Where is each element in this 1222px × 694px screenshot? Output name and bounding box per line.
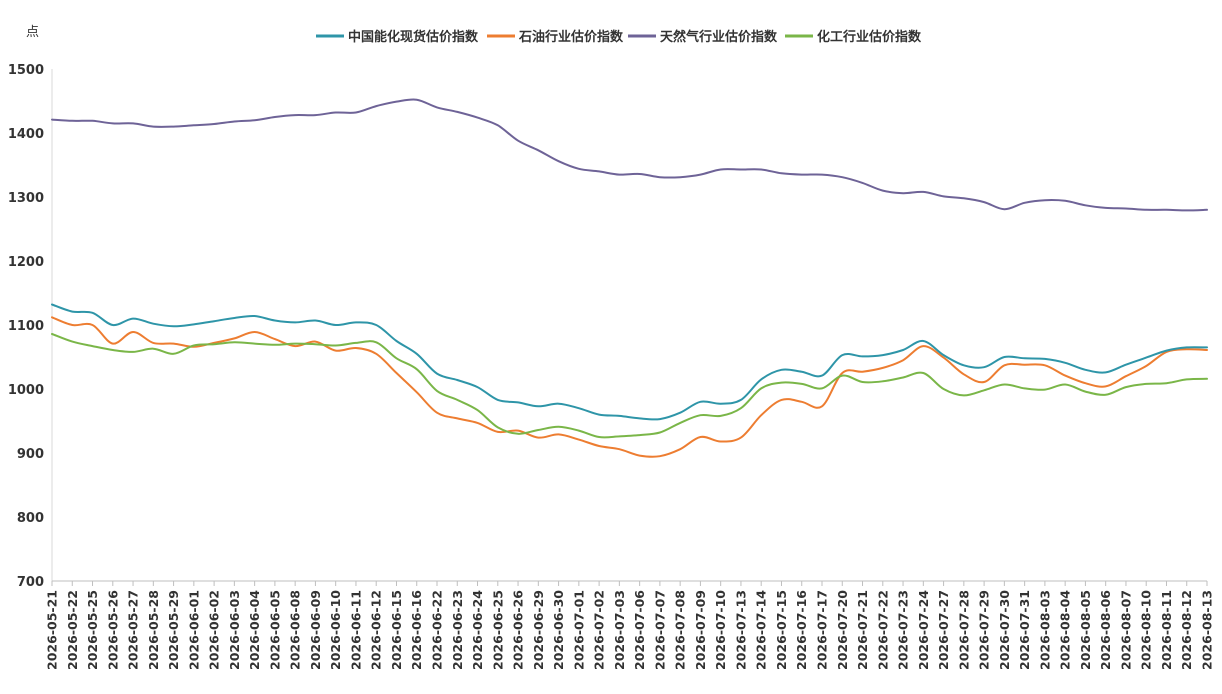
y-axis: 700 800 900 1000 1100 1200 1300 1400 1500 — [8, 63, 53, 590]
y-axis-unit-label: 点 — [26, 25, 39, 40]
x-tick-label: 2026-06-12 — [369, 590, 384, 670]
x-tick-label: 2026-07-02 — [592, 590, 607, 670]
x-tick-label: 2026-07-08 — [673, 590, 688, 670]
x-tick-label: 2026-05-21 — [45, 590, 60, 670]
y-tick-label: 1300 — [8, 191, 44, 206]
x-tick-label: 2026-08-13 — [1200, 590, 1215, 670]
x-tick-label: 2026-05-29 — [166, 590, 181, 670]
legend-label: 石油行业估价指数 — [518, 29, 624, 45]
y-tick-label: 800 — [17, 511, 44, 526]
x-tick-label: 2026-06-11 — [348, 590, 363, 670]
x-tick-label: 2026-08-06 — [1098, 590, 1113, 670]
x-tick-label: 2026-07-15 — [774, 590, 789, 670]
x-tick-label: 2026-07-06 — [632, 590, 647, 670]
x-tick-label: 2026-08-04 — [1058, 590, 1073, 670]
x-tick-label: 2026-06-16 — [409, 590, 424, 670]
x-tick-label: 2026-06-15 — [389, 590, 404, 670]
x-tick-label: 2026-07-07 — [652, 590, 667, 670]
legend: 中国能化现货估价指数 石油行业估价指数 天然气行业估价指数 化工行业估价指数 — [316, 29, 922, 45]
x-tick-label: 2026-05-25 — [85, 590, 100, 670]
x-tick-label: 2026-07-01 — [571, 590, 586, 670]
series-line-1 — [51, 316, 1208, 458]
x-tick-label: 2026-06-23 — [450, 590, 465, 670]
x-tick-label: 2026-06-09 — [308, 590, 323, 670]
y-tick-label: 1000 — [8, 383, 44, 398]
series-line-3 — [51, 333, 1208, 439]
x-tick-label: 2026-05-28 — [146, 590, 161, 670]
x-tick-label: 2026-05-26 — [105, 590, 120, 670]
x-tick-label: 2026-07-28 — [956, 590, 971, 670]
y-tick-label: 1400 — [8, 127, 44, 142]
series-line-0 — [51, 303, 1208, 421]
x-tick-label: 2026-07-10 — [713, 590, 728, 670]
x-tick-label: 2026-06-02 — [207, 590, 222, 670]
x-tick-label: 2026-07-09 — [693, 590, 708, 670]
x-tick-label: 2026-05-27 — [126, 590, 141, 670]
x-tick-label: 2026-08-07 — [1118, 590, 1133, 670]
x-tick-label: 2026-06-25 — [490, 590, 505, 670]
x-tick-label: 2026-06-29 — [531, 590, 546, 670]
plot-area — [51, 98, 1208, 458]
x-tick-label: 2026-06-10 — [328, 590, 343, 670]
x-tick-label: 2026-06-01 — [186, 590, 201, 670]
x-tick-label: 2026-07-03 — [612, 590, 627, 670]
x-tick-label: 2026-07-20 — [835, 590, 850, 670]
legend-label: 中国能化现货估价指数 — [348, 29, 479, 45]
x-tick-label: 2026-07-21 — [855, 590, 870, 670]
x-tick-label: 2026-06-26 — [511, 590, 526, 670]
x-tick-label: 2026-08-10 — [1139, 590, 1154, 670]
x-tick-label: 2026-07-31 — [1017, 590, 1032, 670]
x-tick-label: 2026-08-11 — [1159, 590, 1174, 670]
x-tick-label: 2026-07-30 — [997, 590, 1012, 670]
x-tick-label: 2026-06-30 — [551, 590, 566, 670]
x-tick-label: 2026-07-22 — [875, 590, 890, 670]
x-tick-label: 2026-07-17 — [815, 590, 830, 670]
x-tick-label: 2026-06-04 — [247, 590, 262, 670]
x-tick-label: 2026-06-03 — [227, 590, 242, 670]
x-tick-label: 2026-06-22 — [430, 590, 445, 670]
y-tick-label: 1500 — [8, 63, 44, 78]
x-tick-label: 2026-07-16 — [794, 590, 809, 670]
legend-label: 天然气行业估价指数 — [660, 29, 778, 45]
y-tick-label: 900 — [17, 447, 44, 462]
y-tick-label: 1200 — [8, 255, 44, 270]
x-tick-label: 2026-07-29 — [977, 590, 992, 670]
x-tick-label: 2026-08-03 — [1037, 590, 1052, 670]
x-tick-label: 2026-07-27 — [936, 590, 951, 670]
x-axis: 2026-05-21 2026-05-22 2026-05-25 2026-05-26… — [45, 580, 1215, 670]
x-tick-label: 2026-08-12 — [1179, 590, 1194, 670]
x-tick-label: 2026-08-05 — [1078, 590, 1093, 670]
x-tick-label: 2026-06-05 — [267, 590, 282, 670]
x-tick-label: 2026-07-14 — [754, 590, 769, 670]
y-tick-label: 700 — [17, 575, 44, 590]
y-tick-label: 1100 — [8, 319, 44, 334]
x-tick-label: 2026-07-24 — [916, 590, 931, 670]
x-tick-label: 2026-05-22 — [65, 590, 80, 670]
x-tick-label: 2026-07-23 — [896, 590, 911, 670]
x-tick-label: 2026-06-24 — [470, 590, 485, 670]
series-line-2 — [51, 98, 1208, 212]
x-tick-label: 2026-07-13 — [733, 590, 748, 670]
legend-label: 化工行业估价指数 — [817, 29, 922, 45]
x-tick-label: 2026-06-08 — [288, 590, 303, 670]
